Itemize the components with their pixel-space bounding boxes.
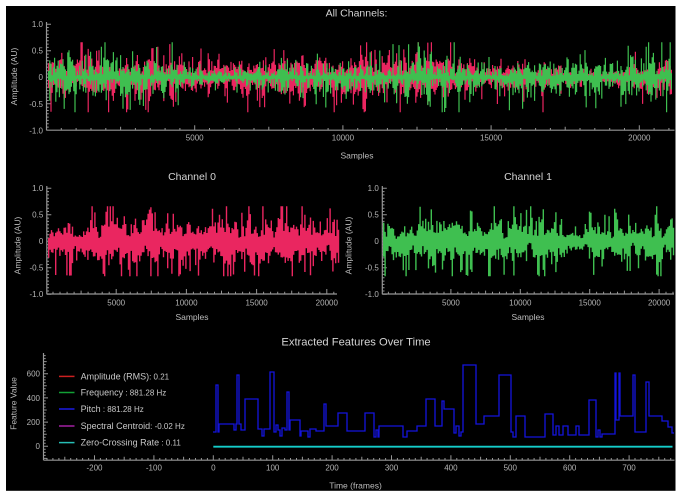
svg-text:Spectral Centroid: -0.02 Hz: Spectral Centroid: -0.02 Hz [81, 421, 185, 431]
svg-text:0: 0 [211, 464, 216, 473]
svg-text:Pitch : 881.28 Hz: Pitch : 881.28 Hz [81, 404, 144, 414]
svg-text:0.5: 0.5 [368, 211, 380, 220]
svg-text:Feature Value: Feature Value [9, 377, 19, 430]
svg-text:20000: 20000 [628, 134, 651, 143]
svg-text:400: 400 [444, 464, 458, 473]
svg-text:5000: 5000 [186, 134, 204, 143]
svg-text:10000: 10000 [332, 134, 355, 143]
svg-text:15000: 15000 [480, 134, 503, 143]
svg-text:1.0: 1.0 [32, 184, 44, 193]
svg-text:-0.5: -0.5 [30, 264, 44, 273]
svg-text:1.0: 1.0 [32, 20, 44, 29]
svg-text:Channel 1: Channel 1 [504, 171, 552, 183]
svg-text:15000: 15000 [579, 299, 602, 308]
svg-text:0: 0 [374, 237, 379, 246]
svg-text:200: 200 [325, 464, 339, 473]
svg-text:-1.0: -1.0 [30, 290, 44, 299]
svg-text:10000: 10000 [509, 299, 532, 308]
svg-text:0: 0 [39, 73, 44, 82]
svg-text:0.5: 0.5 [32, 47, 44, 56]
svg-text:Samples: Samples [511, 312, 544, 322]
svg-text:600: 600 [27, 370, 41, 379]
svg-text:0.5: 0.5 [32, 211, 44, 220]
svg-text:20000: 20000 [316, 299, 339, 308]
svg-text:100: 100 [266, 464, 280, 473]
svg-text:Samples: Samples [175, 312, 208, 322]
svg-text:600: 600 [563, 464, 577, 473]
svg-text:700: 700 [622, 464, 636, 473]
svg-text:5000: 5000 [107, 299, 125, 308]
svg-text:10000: 10000 [175, 299, 198, 308]
svg-text:300: 300 [385, 464, 399, 473]
svg-text:5000: 5000 [442, 299, 460, 308]
svg-text:500: 500 [504, 464, 518, 473]
svg-text:Extracted Features Over Time: Extracted Features Over Time [281, 337, 430, 349]
svg-text:Zero-Crossing Rate : 0.11: Zero-Crossing Rate : 0.11 [81, 438, 182, 448]
svg-text:Channel 0: Channel 0 [168, 171, 216, 183]
svg-text:-100: -100 [146, 464, 163, 473]
svg-text:Amplitude (RMS): 0.21: Amplitude (RMS): 0.21 [81, 371, 170, 381]
svg-text:15000: 15000 [245, 299, 268, 308]
svg-text:Amplitude (AU): Amplitude (AU) [12, 217, 22, 275]
svg-text:Samples: Samples [340, 151, 373, 161]
svg-text:Frequency : 881.28 Hz: Frequency : 881.28 Hz [81, 388, 167, 398]
svg-text:-0.5: -0.5 [365, 264, 379, 273]
svg-text:Amplitude (AU): Amplitude (AU) [344, 217, 354, 275]
svg-text:-1.0: -1.0 [365, 290, 379, 299]
svg-text:0: 0 [39, 237, 44, 246]
svg-text:Amplitude (AU): Amplitude (AU) [9, 48, 19, 106]
svg-text:All Channels:: All Channels: [326, 8, 388, 20]
svg-text:-0.5: -0.5 [29, 100, 43, 109]
svg-text:-1.0: -1.0 [29, 126, 43, 135]
svg-text:200: 200 [27, 418, 41, 427]
svg-text:Time (frames): Time (frames) [329, 481, 382, 491]
svg-text:20000: 20000 [648, 299, 671, 308]
svg-text:1.0: 1.0 [368, 184, 380, 193]
svg-text:400: 400 [27, 394, 41, 403]
svg-text:0: 0 [36, 442, 41, 451]
svg-text:-200: -200 [86, 464, 103, 473]
